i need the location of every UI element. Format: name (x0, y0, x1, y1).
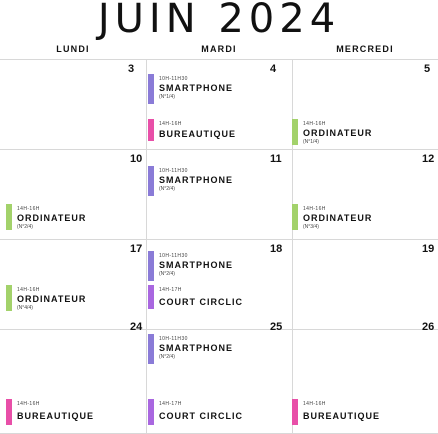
day-number: 4 (270, 63, 277, 75)
event-session: (N°2/4) (17, 224, 33, 230)
event-name: SMARTPHONE (159, 83, 234, 93)
event-name: COURT CIRCLIC (159, 411, 243, 421)
event-name: BUREAUTIQUE (17, 411, 95, 421)
event-color-bar (148, 399, 154, 425)
event-time: 14H-16H (159, 121, 182, 127)
day-number: 12 (422, 153, 435, 165)
day-header-mercredi: MERCREDI (336, 44, 394, 54)
event-color-bar (148, 251, 154, 281)
event-color-bar (148, 334, 154, 364)
event-name: SMARTPHONE (159, 175, 234, 185)
event-color-bar (6, 399, 12, 425)
event-color-bar (148, 285, 154, 309)
event-color-bar (148, 119, 154, 141)
day-number: 24 (130, 321, 143, 333)
event-name: BUREAUTIQUE (159, 129, 237, 139)
event-time: 14H-16H (303, 206, 326, 212)
grid-line (0, 239, 438, 240)
grid-line (0, 329, 438, 330)
day-number: 11 (270, 153, 282, 165)
grid-line (146, 59, 147, 433)
event-time: 10H-11H30 (159, 76, 188, 82)
event-session: (N°2/4) (159, 354, 175, 360)
event-time: 14H-17H (159, 401, 182, 407)
event-color-bar (292, 204, 298, 230)
calendar-grid: 3 4 5 10H-11H30 SMARTPHONE (N°1/4) 14H-1… (0, 59, 438, 434)
event-name: SMARTPHONE (159, 343, 234, 353)
event-color-bar (292, 399, 298, 425)
event-session: (N°3/4) (303, 224, 319, 230)
event-session: (N°4/4) (17, 305, 33, 311)
event-time: 10H-11H30 (159, 253, 188, 259)
event-name: ORDINATEUR (303, 128, 373, 138)
day-header-mardi: MARDI (201, 44, 237, 54)
day-number: 18 (270, 243, 283, 255)
day-number: 10 (130, 153, 143, 165)
day-number: 26 (422, 321, 435, 333)
day-number: 3 (128, 63, 135, 75)
grid-line (0, 59, 438, 60)
event-color-bar (148, 166, 154, 196)
grid-line (292, 59, 293, 433)
event-name: BUREAUTIQUE (303, 411, 381, 421)
day-number: 5 (424, 63, 431, 75)
event-color-bar (6, 285, 12, 311)
event-time: 14H-16H (17, 287, 40, 293)
grid-line (0, 149, 438, 150)
event-session: (N°1/4) (159, 94, 175, 100)
event-time: 14H-16H (17, 206, 40, 212)
event-time: 14H-16H (303, 401, 326, 407)
event-color-bar (6, 204, 12, 230)
event-time: 10H-11H30 (159, 168, 188, 174)
event-session: (N°2/4) (159, 271, 175, 277)
event-name: SMARTPHONE (159, 260, 234, 270)
event-color-bar (292, 119, 298, 145)
event-name: ORDINATEUR (17, 294, 87, 304)
day-number: 25 (270, 321, 283, 333)
event-time: 10H-11H30 (159, 336, 188, 342)
day-number: 17 (130, 243, 143, 255)
event-time: 14H-16H (17, 401, 40, 407)
event-name: ORDINATEUR (17, 213, 87, 223)
event-session: (N°1/4) (303, 139, 319, 145)
calendar-title: JUIN 2024 (97, 0, 341, 42)
event-name: ORDINATEUR (303, 213, 373, 223)
event-color-bar (148, 74, 154, 104)
day-header-lundi: LUNDI (56, 44, 90, 54)
day-number: 19 (422, 243, 435, 255)
event-session: (N°2/4) (159, 186, 175, 192)
event-name: COURT CIRCLIC (159, 297, 243, 307)
event-time: 14H-16H (303, 121, 326, 127)
event-time: 14H-17H (159, 287, 182, 293)
